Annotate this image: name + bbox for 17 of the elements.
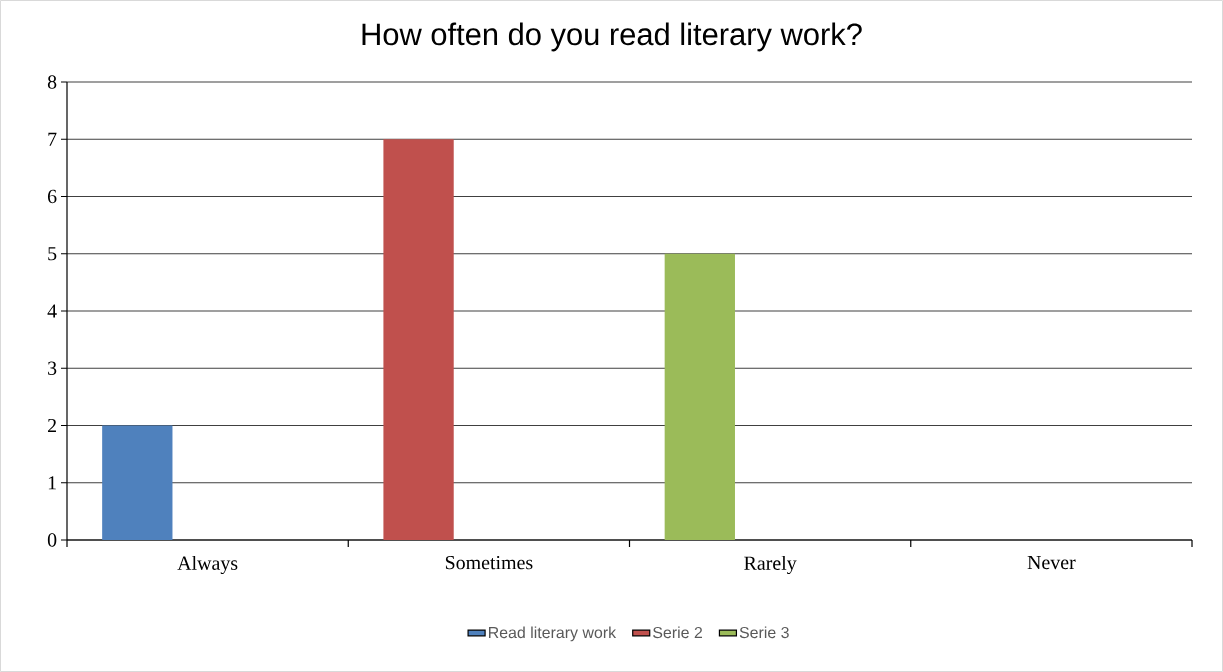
x-tick-label: Rarely xyxy=(744,555,797,575)
x-tick-label: Never xyxy=(1027,555,1076,570)
y-tick-label: 2 xyxy=(47,418,56,433)
x-tick-label: Always xyxy=(177,555,238,575)
y-tick-label: 6 xyxy=(47,189,57,204)
y-tick-label: 3 xyxy=(48,361,57,375)
legend-label: Read literary work xyxy=(488,626,617,642)
chart-title: How often do you read literary work? xyxy=(362,22,862,52)
y-tick-label: 0 xyxy=(47,533,57,547)
y-tick-label: 5 xyxy=(48,247,57,261)
legend-label: Serie 3 xyxy=(739,626,789,639)
y-tick-label: 7 xyxy=(48,132,57,146)
x-tick-label: Sometimes xyxy=(445,555,533,570)
y-tick-label: 4 xyxy=(47,304,57,318)
y-tick-label: 8 xyxy=(47,75,57,89)
legend-label: Serie 2 xyxy=(653,626,703,639)
y-tick-label: 1 xyxy=(48,476,56,490)
